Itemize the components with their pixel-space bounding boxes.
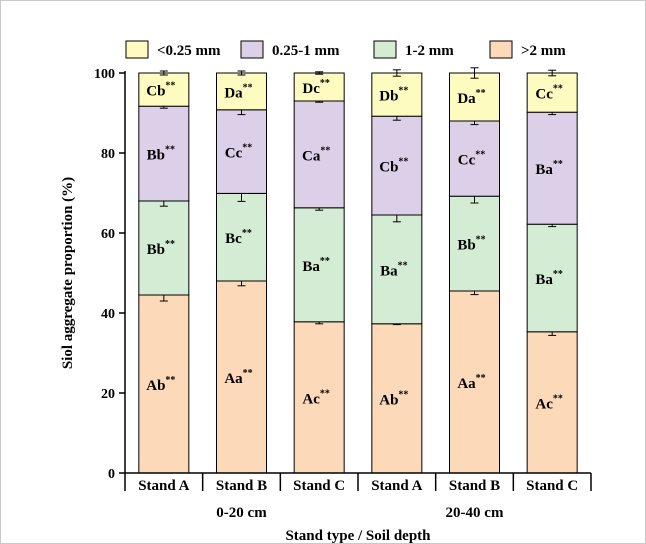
bar-segment <box>293 72 345 102</box>
bar-segment <box>526 72 578 113</box>
legend-swatch <box>489 40 513 59</box>
x-tick-label: Stand A <box>371 478 422 494</box>
bar-segment <box>138 105 190 202</box>
data-label: Ca** <box>302 145 330 164</box>
bar-segment <box>216 280 267 474</box>
bar-segment <box>138 200 190 296</box>
data-label: Bb** <box>457 235 485 254</box>
bar-segment <box>449 72 500 122</box>
y-tick-label: 20 <box>101 387 115 402</box>
data-label: Db** <box>379 86 408 105</box>
bar-segment <box>371 214 423 325</box>
data-label: Ba** <box>302 256 330 275</box>
x-tick-label: Stand B <box>449 478 500 494</box>
data-label: Ab** <box>146 375 175 394</box>
bar-segment <box>138 72 190 107</box>
bar-segment <box>216 109 267 194</box>
data-label: Bb** <box>147 145 175 164</box>
data-label: Ba** <box>535 159 563 178</box>
data-label: Ab** <box>379 389 408 408</box>
data-label: Bb** <box>147 239 175 258</box>
bar-segment <box>449 120 500 197</box>
data-label: Cc** <box>225 143 253 162</box>
bar-segment <box>371 115 423 216</box>
y-tick-label: 100 <box>94 67 115 82</box>
y-tick-label: 40 <box>101 307 115 322</box>
legend-swatch <box>373 40 397 59</box>
data-label: Ba** <box>380 260 408 279</box>
data-label: Ac** <box>302 388 330 407</box>
legend-label: >2 mm <box>521 43 566 59</box>
x-tick-label: Stand B <box>216 478 267 494</box>
data-label: Cc** <box>535 84 563 103</box>
data-label: Bc** <box>225 228 252 247</box>
group-label: 0-20 cm <box>216 505 267 521</box>
bar-segment <box>216 72 267 111</box>
legend-label: <0.25 mm <box>157 43 221 59</box>
x-tick-label: Stand A <box>138 478 189 494</box>
y-axis-title: Siol aggregate proportion (%) <box>60 177 76 369</box>
data-label: Aa** <box>224 368 252 387</box>
bar-segment <box>526 223 578 333</box>
data-label: Cc** <box>458 150 486 169</box>
bar-segment <box>526 111 578 225</box>
bar-segment <box>449 290 500 474</box>
legend-swatch <box>240 40 264 59</box>
y-tick-label: 60 <box>101 227 115 242</box>
data-label: Cb** <box>379 157 408 176</box>
x-axis-title: Stand type / Soil depth <box>285 528 431 544</box>
legend-swatch <box>125 40 149 59</box>
y-tick-label: 80 <box>101 147 115 162</box>
x-tick-label: Stand C <box>526 478 578 494</box>
data-label: Ba** <box>535 269 563 288</box>
legend-label: 0.25-1 mm <box>272 43 340 59</box>
group-label: 20-40 cm <box>446 505 504 521</box>
bar-segment <box>449 195 500 292</box>
data-label: Da** <box>224 82 252 101</box>
y-tick-label: 0 <box>108 467 115 482</box>
bar-segment <box>293 207 345 323</box>
bar-segment <box>293 100 345 209</box>
data-label: Da** <box>457 88 485 107</box>
bar-segment <box>371 323 423 474</box>
data-label: Cb** <box>146 81 175 100</box>
legend-label: 1-2 mm <box>405 43 454 59</box>
x-tick-label: Stand C <box>293 478 345 494</box>
data-label: Dc** <box>302 78 330 97</box>
bar-segment <box>526 331 578 474</box>
bar-segment <box>216 192 267 282</box>
data-label: Ac** <box>535 393 563 412</box>
data-label: Aa** <box>457 373 485 392</box>
bar-segment <box>293 321 345 474</box>
